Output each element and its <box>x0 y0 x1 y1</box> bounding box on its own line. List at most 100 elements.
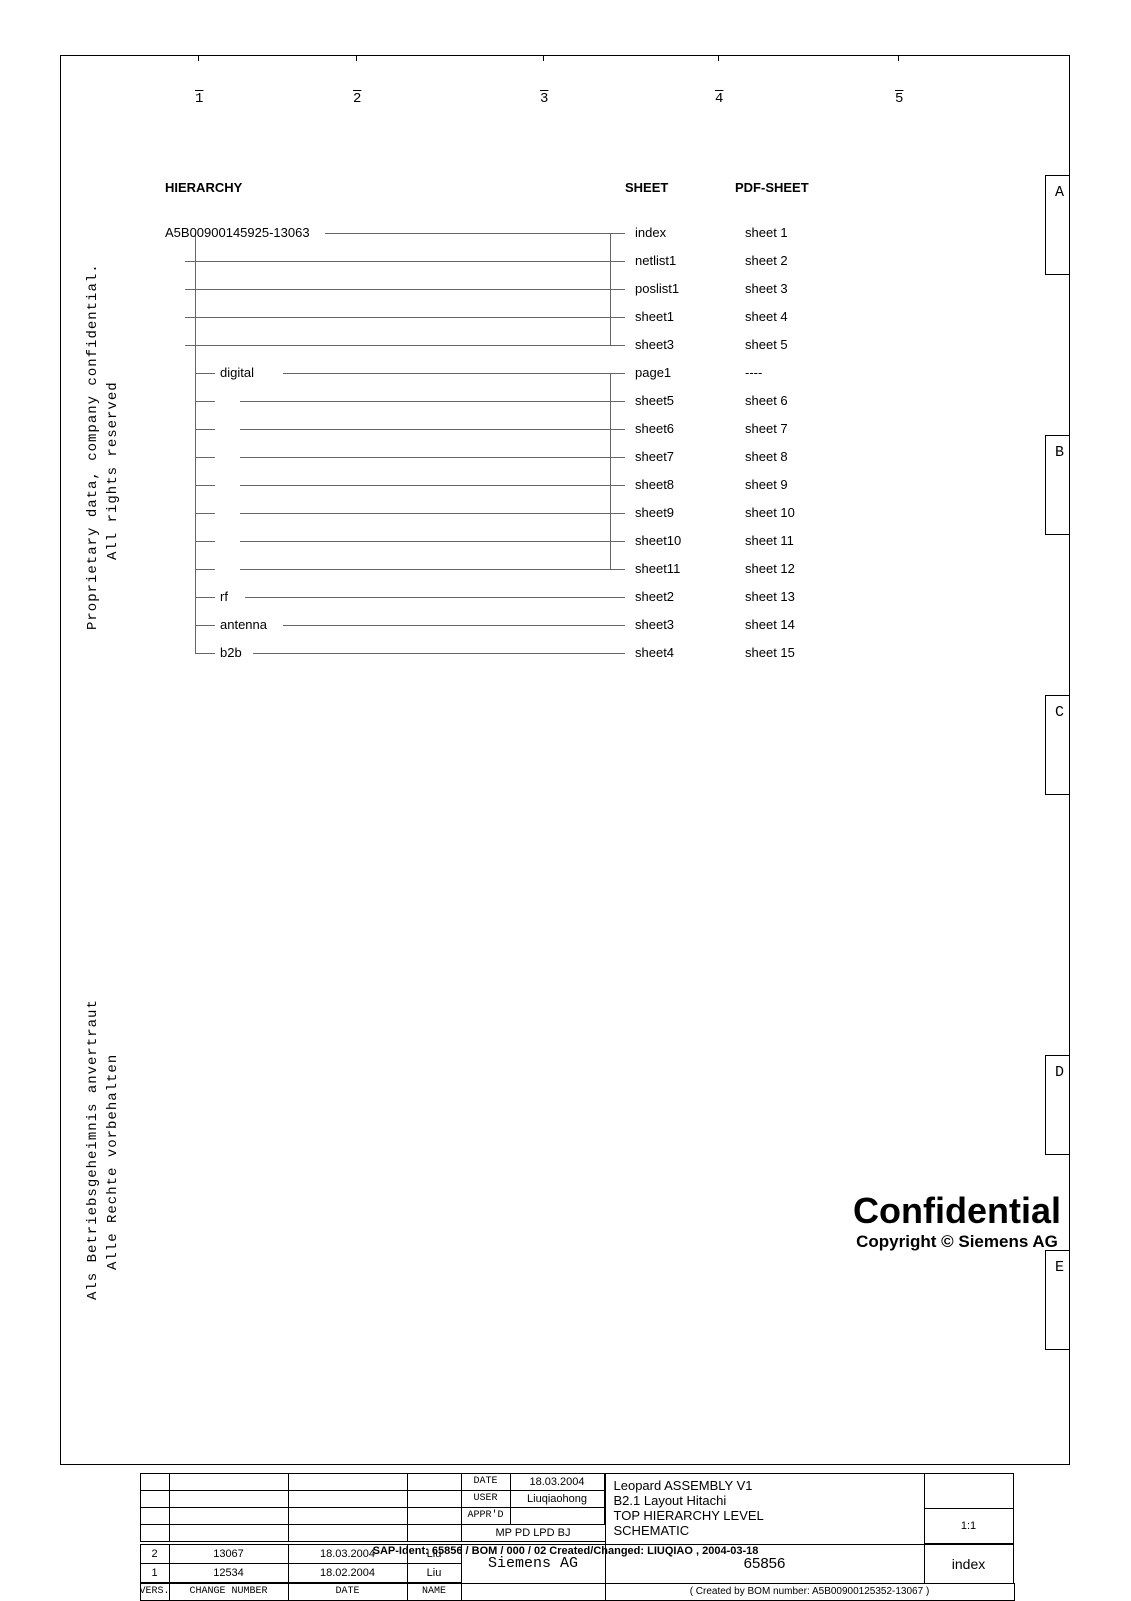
tree-tick <box>610 541 625 542</box>
title-block: DATE18.03.2004USERLiuqiaohongAPPR'DMP PD… <box>140 1473 1070 1600</box>
col-number: 5 <box>895 91 903 107</box>
tree-tick <box>610 401 625 402</box>
tb-empty <box>140 1473 170 1491</box>
row-box: E <box>1045 1250 1070 1350</box>
tree-node-label: b2b <box>220 645 242 660</box>
tree-sheet: netlist1 <box>635 253 676 268</box>
footer-text: SAP-Ident: 65856 / BOM / 000 / 02 Create… <box>0 1545 1131 1557</box>
tree-pdf: sheet 4 <box>745 309 788 324</box>
side-text-top-line1: Proprietary data, company confidential. <box>85 263 101 630</box>
tree-sheet: sheet2 <box>635 589 674 604</box>
tb-rev-head: NAME <box>407 1583 462 1601</box>
tree-connector <box>195 485 215 486</box>
tb-dept: MP PD LPD BJ <box>461 1524 606 1542</box>
row-box: B <box>1045 435 1070 535</box>
tree-sheet: poslist1 <box>635 281 679 296</box>
row-letter: E <box>1055 1259 1064 1276</box>
tree-sheet: sheet3 <box>635 617 674 632</box>
tb-meta-value: 18.03.2004 <box>510 1473 605 1491</box>
tb-empty <box>407 1473 462 1491</box>
tb-empty <box>288 1473 408 1491</box>
tree-sheet: sheet1 <box>635 309 674 324</box>
tree-node-label: digital <box>220 365 254 380</box>
tree-tick <box>610 653 625 654</box>
tree-leader <box>185 317 610 318</box>
tb-desc-line: SCHEMATIC <box>614 1523 916 1538</box>
tree-node-label: antenna <box>220 617 267 632</box>
tree-sheet: sheet11 <box>635 561 680 576</box>
tree-sheet: sheet9 <box>635 505 674 520</box>
tree-connector <box>195 653 215 654</box>
tree-pdf: ---- <box>745 365 762 380</box>
tree-connector <box>195 597 215 598</box>
tree-pdf: sheet 1 <box>745 225 788 240</box>
tree-connector <box>195 569 215 570</box>
tb-scale: 1:1 <box>924 1508 1014 1544</box>
tree-connector <box>195 513 215 514</box>
copyright-text: Copyright © Siemens AG <box>853 1232 1061 1252</box>
tree-leader <box>325 233 610 234</box>
col-number: 2 <box>353 91 361 107</box>
tree-pdf: sheet 10 <box>745 505 795 520</box>
tb-desc-line: TOP HIERARCHY LEVEL <box>614 1508 916 1523</box>
tb-empty <box>169 1473 289 1491</box>
tb-meta-label: USER <box>461 1490 511 1508</box>
tb-description: Leopard ASSEMBLY V1B2.1 Layout HitachiTO… <box>605 1473 925 1545</box>
tree-tick <box>610 373 625 374</box>
tb-rev-head: VERS. <box>140 1583 170 1601</box>
header-sheet: SHEET <box>625 180 668 195</box>
tb-rev-date: 18.02.2004 <box>288 1563 408 1583</box>
tree-leader <box>240 513 610 514</box>
tb-rev-v: 1 <box>140 1563 170 1583</box>
tree-tick <box>610 233 625 234</box>
side-text-bottom-line1: Als Betriebsgeheimnis anvertraut <box>85 999 101 1300</box>
tb-meta-value: Liuqiaohong <box>510 1490 605 1508</box>
tb-meta-label: APPR'D <box>461 1507 511 1525</box>
tree-node-label: rf <box>220 589 228 604</box>
row-letter: D <box>1055 1064 1064 1081</box>
tree-tick <box>610 513 625 514</box>
tree-tick <box>610 317 625 318</box>
tree-leader <box>253 653 611 654</box>
tree-tick <box>610 345 625 346</box>
tree-leader <box>185 345 610 346</box>
tree-connector <box>195 373 215 374</box>
header-hierarchy: HIERARCHY <box>165 180 242 195</box>
tb-meta-label: DATE <box>461 1473 511 1491</box>
tree-pdf: sheet 5 <box>745 337 788 352</box>
tree-pdf: sheet 3 <box>745 281 788 296</box>
tree-leader <box>240 485 610 486</box>
tb-empty <box>169 1524 289 1542</box>
tree-leader <box>283 625 611 626</box>
tree-sheet: sheet6 <box>635 421 674 436</box>
row-letter: C <box>1055 704 1064 721</box>
col-tick <box>543 55 544 61</box>
col-tick <box>356 55 357 61</box>
tree-pdf: sheet 15 <box>745 645 795 660</box>
tree-leader <box>245 597 610 598</box>
tree-sheet: sheet3 <box>635 337 674 352</box>
tree-leader <box>240 457 610 458</box>
tree-tick <box>610 597 625 598</box>
tree-tick <box>610 289 625 290</box>
tree-pdf: sheet 7 <box>745 421 788 436</box>
tree-pdf: sheet 2 <box>745 253 788 268</box>
tb-empty <box>169 1490 289 1508</box>
tree-sheet: sheet4 <box>635 645 674 660</box>
side-text-top-line2: All rights reserved <box>105 381 121 560</box>
tb-empty <box>407 1490 462 1508</box>
tree-pdf: sheet 9 <box>745 477 788 492</box>
tree-leader <box>185 289 610 290</box>
confidential-block: Confidential Copyright © Siemens AG <box>853 1190 1061 1252</box>
tb-empty <box>169 1507 289 1525</box>
tb-desc-line: B2.1 Layout Hitachi <box>614 1493 916 1508</box>
sheet-subtrunk <box>610 233 611 345</box>
col-tick <box>198 55 199 61</box>
tb-created: ( Created by BOM number: A5B00900125352-… <box>605 1583 1015 1601</box>
tree-connector <box>195 401 215 402</box>
col-number: 4 <box>715 91 723 107</box>
drawing-frame <box>60 55 1070 1465</box>
tb-rev-name: Liu <box>407 1563 462 1583</box>
tb-empty <box>461 1583 606 1601</box>
tb-empty <box>140 1490 170 1508</box>
